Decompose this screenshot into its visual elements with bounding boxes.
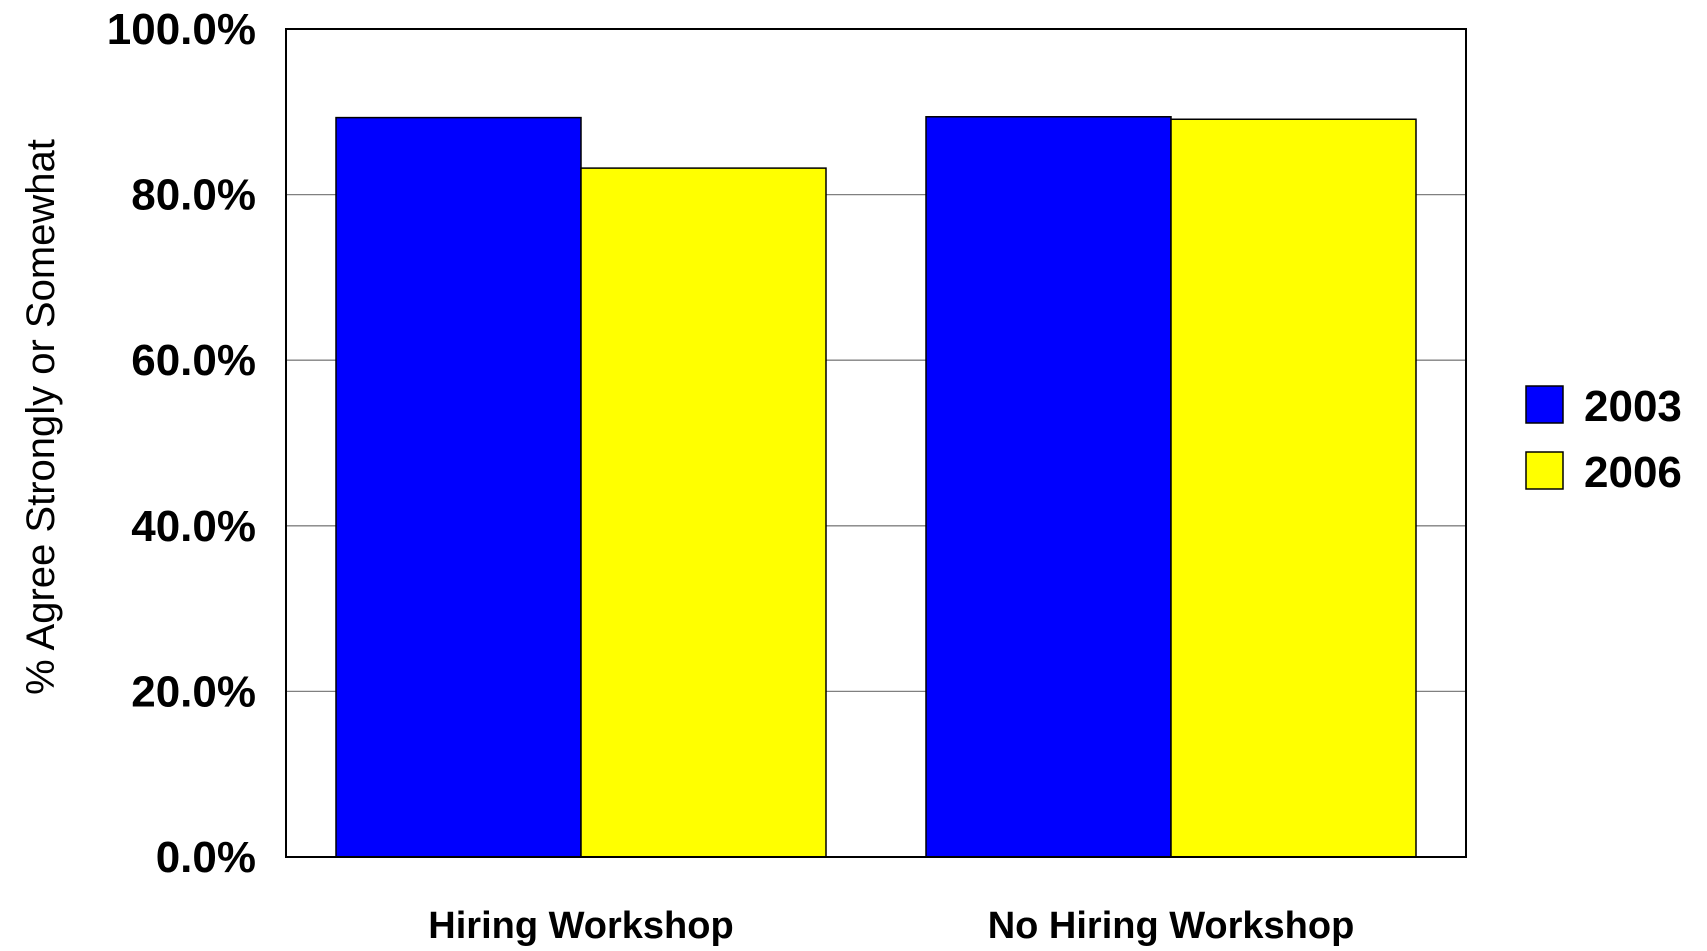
bar-2006-0 bbox=[580, 167, 827, 858]
y-tick-label: 80.0% bbox=[131, 171, 256, 220]
plot-frame bbox=[285, 28, 1467, 858]
bar-2003-0 bbox=[335, 116, 582, 858]
x-category-label: Hiring Workshop bbox=[428, 905, 733, 946]
legend-label: 2006 bbox=[1584, 448, 1682, 497]
y-tick-label: 60.0% bbox=[131, 336, 256, 385]
legend-swatch-2003 bbox=[1525, 385, 1564, 424]
y-tick-labels: 0.0% 20.0% 40.0% 60.0% 80.0% 100.0% bbox=[107, 5, 256, 882]
bar-2003-1 bbox=[925, 116, 1172, 858]
y-tick-label: 0.0% bbox=[156, 833, 256, 882]
bars bbox=[335, 116, 1417, 858]
y-axis-title: % Agree Strongly or Somewhat bbox=[19, 139, 63, 695]
legend-swatch-2006 bbox=[1525, 451, 1564, 490]
y-tick-label: 40.0% bbox=[131, 502, 256, 551]
x-category-labels: Hiring Workshop No Hiring Workshop bbox=[428, 905, 1355, 947]
bar-2006-1 bbox=[1170, 118, 1417, 858]
y-tick-label: 20.0% bbox=[131, 667, 256, 716]
legend: 2003 2006 bbox=[1525, 382, 1682, 497]
legend-label: 2003 bbox=[1584, 382, 1682, 431]
y-tick-label: 100.0% bbox=[107, 5, 256, 54]
x-category-label: No Hiring Workshop bbox=[988, 905, 1355, 946]
